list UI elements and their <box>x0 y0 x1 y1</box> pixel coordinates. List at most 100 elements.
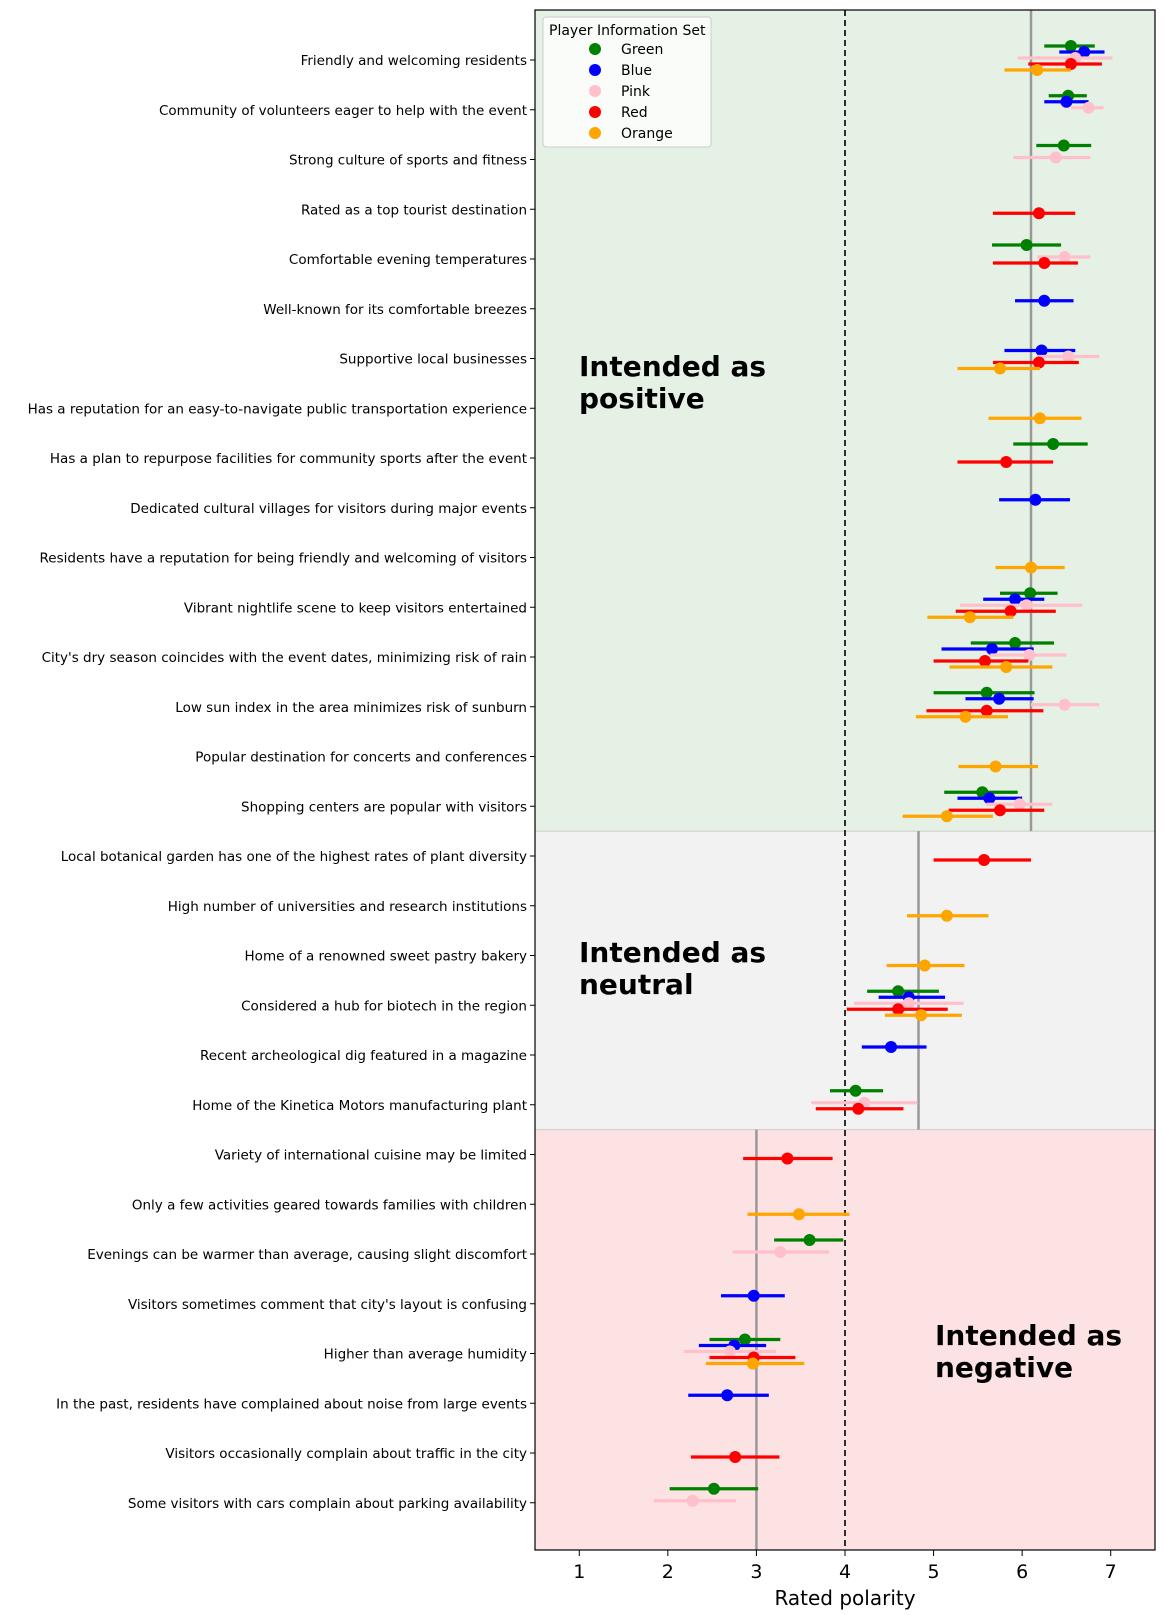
region-label-line1: Intended as <box>579 936 766 969</box>
point-pink <box>902 997 915 1010</box>
point-pink <box>1058 698 1071 711</box>
item-labels: Friendly and welcoming residents Communit… <box>28 53 527 1512</box>
item-label: Some visitors with cars complain about p… <box>128 1496 527 1512</box>
item-label: Strong culture of sports and fitness <box>289 153 527 169</box>
item-label: Community of volunteers eager to help wi… <box>159 103 527 119</box>
point-blue <box>986 643 999 655</box>
legend-label-orange: Orange <box>621 126 673 142</box>
point-pink <box>1020 599 1033 612</box>
point-blue <box>885 1041 898 1053</box>
point-blue <box>1078 46 1091 58</box>
point-red <box>978 854 991 866</box>
point-orange <box>994 362 1006 375</box>
x-tick-label: 3 <box>750 1561 762 1583</box>
point-blue <box>721 1389 734 1402</box>
point-green <box>803 1234 816 1246</box>
item-label: Popular destination for concerts and con… <box>195 750 527 766</box>
legend-label-green: Green <box>621 42 663 58</box>
data-marks <box>653 40 1113 1507</box>
point-green <box>1020 239 1033 251</box>
point-pink <box>1049 151 1062 164</box>
point-green <box>1064 40 1077 52</box>
point-green <box>1024 587 1037 600</box>
point-green <box>980 686 993 699</box>
point-orange <box>1033 412 1046 425</box>
region-label-line2: positive <box>579 382 705 415</box>
point-orange <box>963 611 976 624</box>
item-label: Has a reputation for an easy-to-navigate… <box>28 401 527 417</box>
point-red <box>1004 605 1017 618</box>
item-label: Shopping centers are popular with visito… <box>241 799 527 815</box>
x-tick-label: 5 <box>928 1561 940 1583</box>
item-label: High number of universities and research… <box>168 899 527 915</box>
item-label: Considered a hub for biotech in the regi… <box>241 998 527 1014</box>
item-label: Friendly and welcoming residents <box>301 53 527 69</box>
x-tick-label: 6 <box>1016 1561 1028 1583</box>
point-orange <box>940 909 953 922</box>
point-red <box>1064 58 1077 70</box>
point-blue <box>1035 344 1048 357</box>
point-green <box>892 985 905 998</box>
item-label: Comfortable evening temperatures <box>289 252 527 268</box>
point-green <box>1057 139 1070 152</box>
x-axis: 1 2 3 4 5 6 7 Rated polarity <box>530 9 1156 1610</box>
legend-title: Player Information Set <box>549 23 706 39</box>
item-label: Low sun index in the area minimizes risk… <box>175 700 527 716</box>
legend-label-pink: Pink <box>621 84 651 100</box>
point-pink <box>686 1494 699 1507</box>
point-red <box>1032 356 1045 369</box>
region-label-line1: Intended as <box>935 1319 1122 1352</box>
legend: Player Information Set Green Blue Pink Red Or… <box>542 16 712 148</box>
item-label: Recent archeological dig featured in a m… <box>200 1048 527 1064</box>
item-label: Visitors sometimes comment that city's l… <box>128 1297 527 1313</box>
item-label: Well-known for its comfortable breezes <box>263 302 527 318</box>
item-label: Has a plan to repurpose facilities for c… <box>50 451 527 467</box>
point-red <box>978 655 991 667</box>
legend-marker-pink <box>589 85 601 97</box>
point-pink <box>1058 251 1071 263</box>
point-blue <box>983 792 996 805</box>
legend-marker-orange <box>589 127 601 139</box>
x-tick-label: 4 <box>839 1561 851 1583</box>
point-orange <box>1025 561 1037 574</box>
point-blue <box>1038 294 1051 307</box>
point-blue <box>1029 493 1042 506</box>
point-orange <box>792 1208 805 1221</box>
point-red <box>1032 207 1045 220</box>
point-pink <box>1013 798 1026 811</box>
item-label: Visitors occasionally complain about tra… <box>165 1446 527 1462</box>
item-label: Local botanical garden has one of the hi… <box>61 849 527 865</box>
item-label: Dedicated cultural villages for visitors… <box>130 501 527 517</box>
item-label: Higher than average humidity <box>324 1347 527 1363</box>
point-red <box>1038 257 1051 269</box>
point-blue <box>747 1289 760 1302</box>
point-orange <box>989 760 1002 773</box>
item-label: Only a few activities geared towards fam… <box>132 1197 527 1213</box>
point-orange <box>959 710 972 723</box>
point-orange <box>940 810 953 823</box>
point-red <box>980 704 993 717</box>
legend-label-red: Red <box>621 105 648 121</box>
x-tick-label: 7 <box>1105 1561 1117 1583</box>
point-orange <box>1000 661 1013 673</box>
region-label-line2: negative <box>935 1351 1073 1384</box>
item-label: Variety of international cuisine may be … <box>215 1148 527 1164</box>
point-red <box>852 1102 865 1115</box>
x-tick-label: 1 <box>573 1561 585 1583</box>
legend-marker-red <box>589 106 601 118</box>
item-label: Supportive local businesses <box>339 352 527 368</box>
legend-marker-blue <box>589 64 601 76</box>
legend-label-blue: Blue <box>621 63 652 79</box>
legend-box <box>542 16 712 148</box>
point-pink <box>723 1345 736 1358</box>
point-pink <box>774 1246 787 1258</box>
region-bg-2 <box>535 1129 1155 1550</box>
point-orange <box>918 959 931 972</box>
item-label: Home of the Kinetica Motors manufacturin… <box>192 1098 527 1114</box>
point-orange <box>915 1009 928 1022</box>
item-label: Evenings can be warmer than average, cau… <box>87 1247 527 1263</box>
item-label: Home of a renowned sweet pastry bakery <box>245 949 527 965</box>
point-green <box>738 1333 751 1346</box>
x-tick-label: 2 <box>662 1561 674 1583</box>
